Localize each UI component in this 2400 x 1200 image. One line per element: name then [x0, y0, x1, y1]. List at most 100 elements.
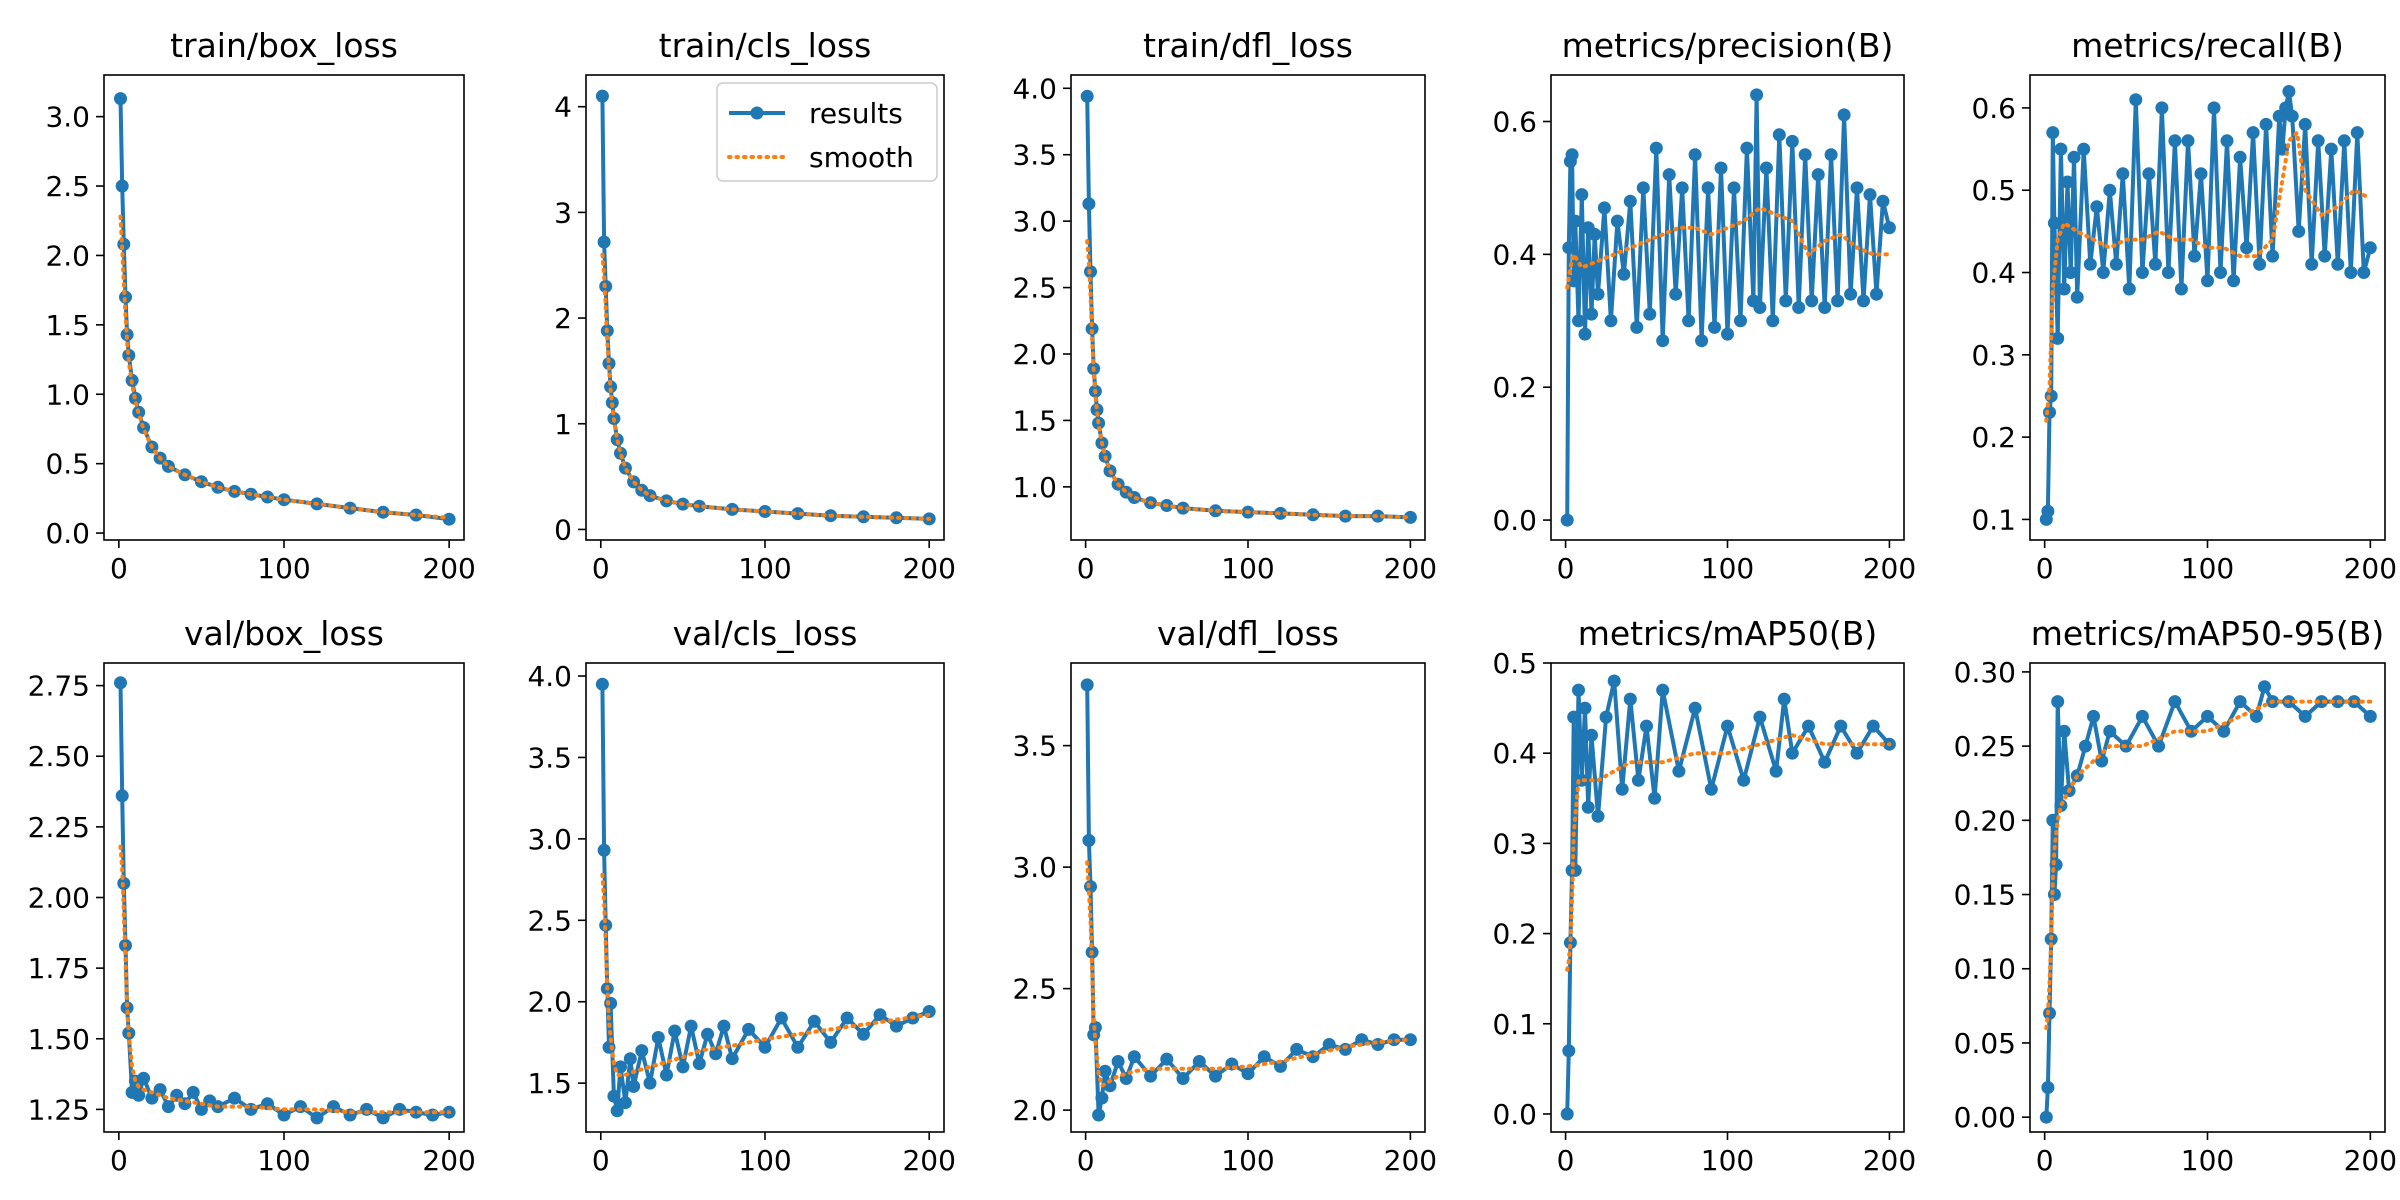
- data-point: [2259, 117, 2273, 131]
- data-point: [2047, 888, 2061, 901]
- data-point: [1672, 764, 1686, 778]
- data-point: [2129, 93, 2143, 107]
- data-point: [2194, 167, 2208, 181]
- data-point: [2315, 695, 2328, 709]
- data-point: [2046, 126, 2060, 140]
- data-point: [684, 1019, 698, 1033]
- data-point: [2090, 200, 2104, 214]
- data-point: [774, 1011, 788, 1025]
- data-point: [2057, 282, 2071, 296]
- data-point: [360, 1102, 374, 1116]
- data-point: [1857, 294, 1870, 308]
- y-tick-label: 0.25: [1954, 730, 2016, 763]
- data-point: [1669, 287, 1683, 301]
- data-point: [1617, 267, 1631, 281]
- x-tick-label: 200: [2344, 1144, 2397, 1177]
- data-point: [1870, 287, 1883, 301]
- y-tick-label: 3.5: [1012, 139, 1057, 172]
- y-tick-label: 0.2: [1971, 421, 2016, 454]
- data-point: [2096, 266, 2110, 279]
- data-point: [2070, 290, 2084, 304]
- data-point: [2043, 405, 2056, 419]
- data-point: [2298, 117, 2312, 131]
- data-point: [2047, 216, 2061, 230]
- data-point: [1876, 194, 1890, 208]
- y-tick-label: 1.0: [1012, 471, 1057, 504]
- chart-title: train/dfl_loss: [1143, 26, 1353, 65]
- legend-box: [716, 82, 938, 182]
- data-point: [1701, 181, 1715, 195]
- data-point: [1753, 710, 1767, 724]
- data-point: [1403, 1033, 1417, 1047]
- x-tick-label: 0: [1077, 552, 1095, 585]
- y-tick-label: 3: [554, 196, 572, 229]
- chart-panel-val-cls-loss: val/cls_loss 0 100 200 1.5 2.0 2.5 3.0 3.5 4.0: [527, 614, 955, 1177]
- data-point: [1578, 327, 1592, 341]
- data-point: [161, 1100, 175, 1114]
- data-point: [2039, 1110, 2053, 1124]
- data-point: [145, 1091, 159, 1105]
- x-tick-label: 0: [1557, 1144, 1575, 1177]
- data-point: [2305, 257, 2319, 271]
- y-tick-label: 1.5: [527, 1067, 572, 1100]
- data-point: [1759, 161, 1773, 175]
- chart-panel-metrics-map50-b: metrics/mAP50(B) 0 100 200 0.0 0.1 0.2 0.3 0.4 0.…: [1492, 614, 1916, 1177]
- data-point: [2067, 150, 2081, 164]
- data-point: [1610, 214, 1624, 228]
- data-point: [1615, 782, 1629, 796]
- data-point: [1092, 1108, 1106, 1122]
- data-point: [2064, 266, 2078, 279]
- data-point: [614, 446, 627, 460]
- y-tick-label: 0.15: [1954, 879, 2016, 912]
- x-tick-label: 200: [1863, 1144, 1916, 1177]
- y-tick-label: 0.05: [1954, 1027, 2016, 1060]
- data-point: [1572, 683, 1585, 697]
- x-tick-label: 100: [738, 552, 791, 585]
- data-point: [1111, 1055, 1125, 1068]
- data-point: [132, 1088, 146, 1102]
- x-tick-label: 0: [592, 552, 610, 585]
- data-point: [668, 1024, 682, 1038]
- data-point: [1818, 755, 1832, 769]
- chart-panel-train-cls-loss: train/cls_loss 0 100 200 0 1 2 3 4 results smooth: [554, 26, 956, 585]
- series-line-smooth: [118, 214, 452, 520]
- data-point: [1176, 1072, 1190, 1085]
- x-tick-label: 0: [1077, 1144, 1095, 1177]
- chart-title: train/cls_loss: [659, 26, 872, 65]
- data-point: [1095, 1091, 1109, 1105]
- legend: results smooth: [716, 82, 938, 182]
- y-tick-label: 1.75: [28, 952, 90, 985]
- x-tick-label: 200: [902, 552, 955, 585]
- data-point: [1568, 863, 1582, 877]
- data-point: [1769, 764, 1783, 778]
- plot-area: [595, 677, 936, 1118]
- series-line-results: [2044, 684, 2372, 1118]
- series-line-results: [118, 98, 450, 522]
- y-tick-label: 2.0: [1012, 338, 1057, 371]
- series-line-results: [118, 682, 450, 1120]
- data-point: [604, 380, 618, 394]
- data-point: [610, 1104, 624, 1118]
- x-tick-label: 100: [1701, 552, 1754, 585]
- data-point: [1708, 320, 1721, 334]
- data-point: [2057, 724, 2071, 738]
- data-point: [442, 512, 456, 526]
- data-point: [1740, 141, 1754, 155]
- data-point: [602, 357, 616, 370]
- y-tick-label: 2.50: [28, 740, 90, 773]
- chart-panel-metrics-precision-b: metrics/precision(B) 0 100 200 0.0 0.2 0.4 0.6: [1492, 26, 1916, 585]
- x-tick-label: 200: [422, 552, 475, 585]
- data-point: [1588, 227, 1602, 241]
- data-point: [1837, 108, 1851, 122]
- data-point: [1811, 168, 1825, 182]
- data-point: [1630, 320, 1644, 334]
- data-point: [2253, 257, 2267, 271]
- data-point: [2337, 134, 2351, 148]
- series-line-results: [1565, 92, 1892, 521]
- y-tick-label: 0.1: [1492, 1008, 1537, 1041]
- series-line-smooth: [600, 872, 932, 1077]
- data-point: [1597, 201, 1611, 215]
- data-point: [2292, 224, 2306, 238]
- data-point: [595, 89, 609, 103]
- data-point: [604, 996, 618, 1010]
